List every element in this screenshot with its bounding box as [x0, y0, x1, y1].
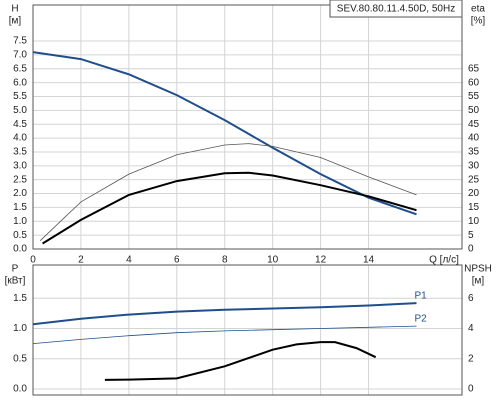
x-tick-label: 6 — [174, 255, 180, 266]
y2-axis-label: eta — [471, 4, 485, 15]
y2-tick-label: 5 — [468, 230, 474, 241]
y2-axis-unit: [м] — [472, 276, 485, 287]
plot-frame — [32, 4, 463, 250]
curve-label: P1 — [414, 291, 427, 302]
y-axis-label: P — [12, 264, 19, 275]
y-tick-label: 1.0 — [13, 323, 27, 334]
x-tick-label: 10 — [267, 255, 279, 266]
y2-tick-label: 15 — [468, 202, 480, 213]
y2-tick-label: 0 — [468, 384, 474, 395]
y-tick-label: 1.5 — [13, 293, 27, 304]
y-tick-label: 4.5 — [13, 119, 27, 130]
curve — [32, 51, 417, 216]
curve — [42, 171, 417, 245]
y2-tick-label: 35 — [468, 147, 480, 158]
curve — [32, 325, 417, 344]
y2-tick-label: 65 — [468, 63, 480, 74]
curve — [39, 143, 417, 241]
y2-tick-label: 40 — [468, 133, 480, 144]
y-tick-label: 2.5 — [13, 174, 27, 185]
y-tick-label: 6.0 — [13, 77, 27, 88]
y2-tick-label: 10 — [468, 216, 480, 227]
y-axis-unit: [кВт] — [5, 276, 26, 287]
y-tick-label: 7.0 — [13, 50, 27, 61]
y2-axis-unit: [%] — [471, 16, 486, 27]
x-tick-label: 14 — [363, 255, 375, 266]
y2-axis-label: NPSH — [464, 264, 492, 275]
y-tick-label: 0.5 — [13, 230, 27, 241]
curve — [104, 341, 377, 381]
curve — [32, 302, 417, 326]
y-axis-unit: [м] — [9, 16, 22, 27]
y2-tick-label: 55 — [468, 91, 480, 102]
y2-tick-label: 30 — [468, 160, 480, 171]
y2-tick-label: 25 — [468, 174, 480, 185]
y2-tick-label: 4 — [468, 323, 474, 334]
y-tick-label: 2.0 — [13, 188, 27, 199]
y-tick-label: 1.5 — [13, 202, 27, 213]
y2-tick-label: 6 — [468, 293, 474, 304]
x-tick-label: 12 — [315, 255, 327, 266]
y-tick-label: 6.5 — [13, 63, 27, 74]
y2-tick-label: 20 — [468, 188, 480, 199]
x-tick-label: 2 — [78, 255, 84, 266]
y-tick-label: 4.0 — [13, 133, 27, 144]
y-tick-label: 1.0 — [13, 216, 27, 227]
y2-tick-label: 60 — [468, 77, 480, 88]
title-box — [329, 0, 463, 18]
y-tick-label: 3.5 — [13, 147, 27, 158]
y-tick-label: 5.5 — [13, 91, 27, 102]
y2-tick-label: 45 — [468, 119, 480, 130]
chart-title: SEV.80.80.11.4.50D, 50Hz — [337, 4, 455, 15]
y2-tick-label: 50 — [468, 105, 480, 116]
y-axis-label: H — [11, 4, 18, 15]
y2-tick-label: 2 — [468, 353, 474, 364]
y-tick-label: 7.5 — [13, 36, 27, 47]
y-tick-label: 0.0 — [13, 384, 27, 395]
x-axis-label: Q [л/с] — [429, 255, 459, 266]
y2-tick-label: 0 — [468, 244, 474, 255]
x-tick-label: 8 — [222, 255, 228, 266]
y-tick-label: 0.0 — [13, 244, 27, 255]
curve-label: P2 — [414, 314, 427, 325]
x-tick-label: 0 — [30, 255, 36, 266]
y-tick-label: 0.5 — [13, 353, 27, 364]
y-tick-label: 5.0 — [13, 105, 27, 116]
x-tick-label: 4 — [126, 255, 132, 266]
plot-frame — [32, 264, 463, 396]
y-tick-label: 3.0 — [13, 160, 27, 171]
